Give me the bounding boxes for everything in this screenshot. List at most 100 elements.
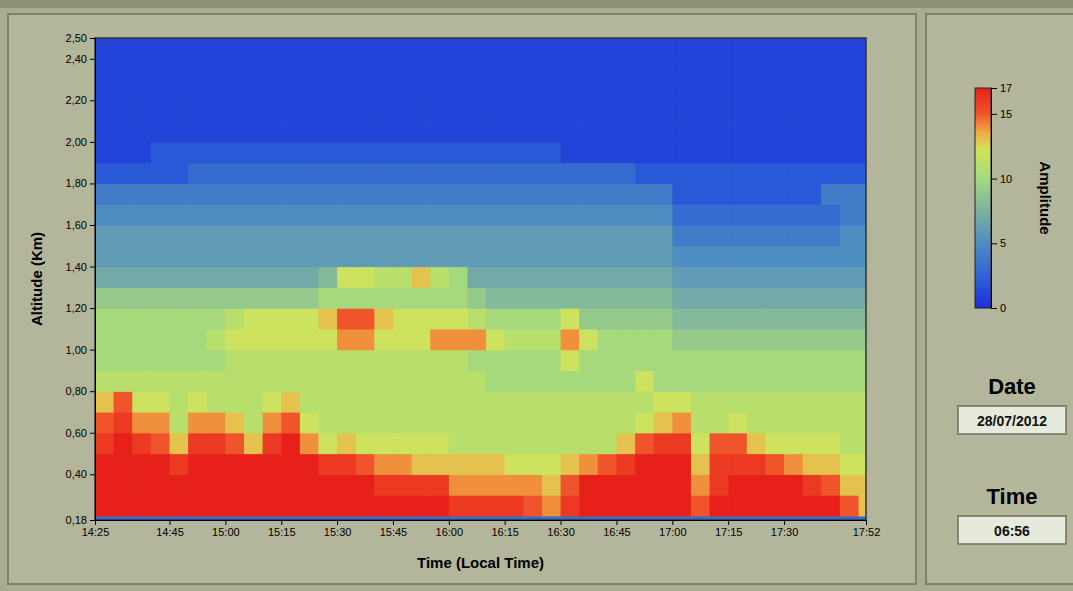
heatmap-cell [151,163,170,184]
heatmap-cell [859,267,866,288]
heatmap-cell [281,80,300,101]
heatmap-cell [747,142,766,163]
heatmap-cell [412,246,431,267]
heatmap-cell [244,350,263,371]
heatmap-cell [821,370,840,391]
heatmap-cell [430,100,449,121]
heatmap-cell [523,474,542,495]
heatmap-cell [598,412,617,433]
heatmap-cell [747,225,766,246]
heatmap-cell [337,370,356,391]
heatmap-cell [318,391,337,412]
heatmap-cell [747,163,766,184]
tick-mark [90,474,95,475]
heatmap-cell [691,38,710,59]
heatmap-cell [561,204,580,225]
heatmap-cell [840,267,859,288]
heatmap-cell [747,267,766,288]
heatmap-cell [467,121,486,142]
tick-label: 17:15 [715,526,743,538]
heatmap-cell [635,412,654,433]
heatmap-cell [561,225,580,246]
heatmap-cell [318,267,337,288]
heatmap-cell [784,267,803,288]
heatmap-cell [672,329,691,350]
heatmap-cell [412,38,431,59]
heatmap-cell [765,474,784,495]
heatmap-cell [337,100,356,121]
heatmap-cell [244,38,263,59]
heatmap-cell [728,287,747,308]
heatmap-cell [356,38,375,59]
heatmap-cell [505,183,524,204]
heatmap-cell [281,454,300,475]
heatmap-cell [803,246,822,267]
tick-mark [169,520,170,525]
heatmap-cell [114,121,133,142]
tick-mark [90,391,95,392]
heatmap-cell [616,38,635,59]
heatmap-cell [654,163,673,184]
heatmap-cell [523,38,542,59]
heatmap-cell [207,350,226,371]
heatmap-cell [114,412,133,433]
heatmap-cell [337,267,356,288]
heatmap-cell [337,183,356,204]
heatmap-cell [374,80,393,101]
heatmap-cell [803,267,822,288]
heatmap-cell [318,308,337,329]
heatmap-cell [374,225,393,246]
heatmap-cell [784,495,803,516]
heatmap-cell [784,391,803,412]
heatmap-cell [169,308,188,329]
heatmap-cell [561,38,580,59]
heatmap-cell [654,412,673,433]
heatmap-cell [95,350,114,371]
heatmap-cell [765,433,784,454]
heatmap-cell [710,204,729,225]
heatmap-cell [188,454,207,475]
heatmap-cell [356,412,375,433]
heatmap-cell [542,204,561,225]
heatmap-cell [486,308,505,329]
heatmap-cell [579,246,598,267]
heatmap-cell [225,100,244,121]
heatmap-cell [598,225,617,246]
heatmap-cell [300,495,319,516]
heatmap-cell [244,308,263,329]
heatmap-cell [430,183,449,204]
heatmap-cell [747,246,766,267]
heatmap-cell [95,142,114,163]
heatmap-cell [467,225,486,246]
heatmap-cell [207,183,226,204]
tick-mark [505,520,506,525]
annotation-value: 28/07/2012 [977,413,1047,429]
heatmap-cell [467,246,486,267]
heatmap-cell [728,246,747,267]
heatmap-cell [449,100,468,121]
heatmap-cell [412,80,431,101]
heatmap-cell [132,329,151,350]
heatmap-cell [393,412,412,433]
heatmap-cell [784,121,803,142]
tick-label: 16:00 [436,526,464,538]
heatmap-cell [710,225,729,246]
heatmap-cell [356,267,375,288]
heatmap-cell [691,495,710,516]
heatmap-cell [598,287,617,308]
heatmap-cell [244,412,263,433]
tick: 15:45 [380,520,408,538]
tick: 0,18 [66,514,95,526]
heatmap-cell [672,80,691,101]
heatmap-cell [151,80,170,101]
heatmap-cell [300,329,319,350]
heatmap-cell [467,474,486,495]
heatmap-cell [281,329,300,350]
heatmap-cell [654,100,673,121]
heatmap-cell [672,287,691,308]
heatmap-cell [486,391,505,412]
chart-root: 14:2514:4515:0015:1515:3015:4516:0016:15… [0,0,1073,591]
heatmap-cell [765,454,784,475]
heatmap-cell [635,163,654,184]
heatmap-cell [765,246,784,267]
